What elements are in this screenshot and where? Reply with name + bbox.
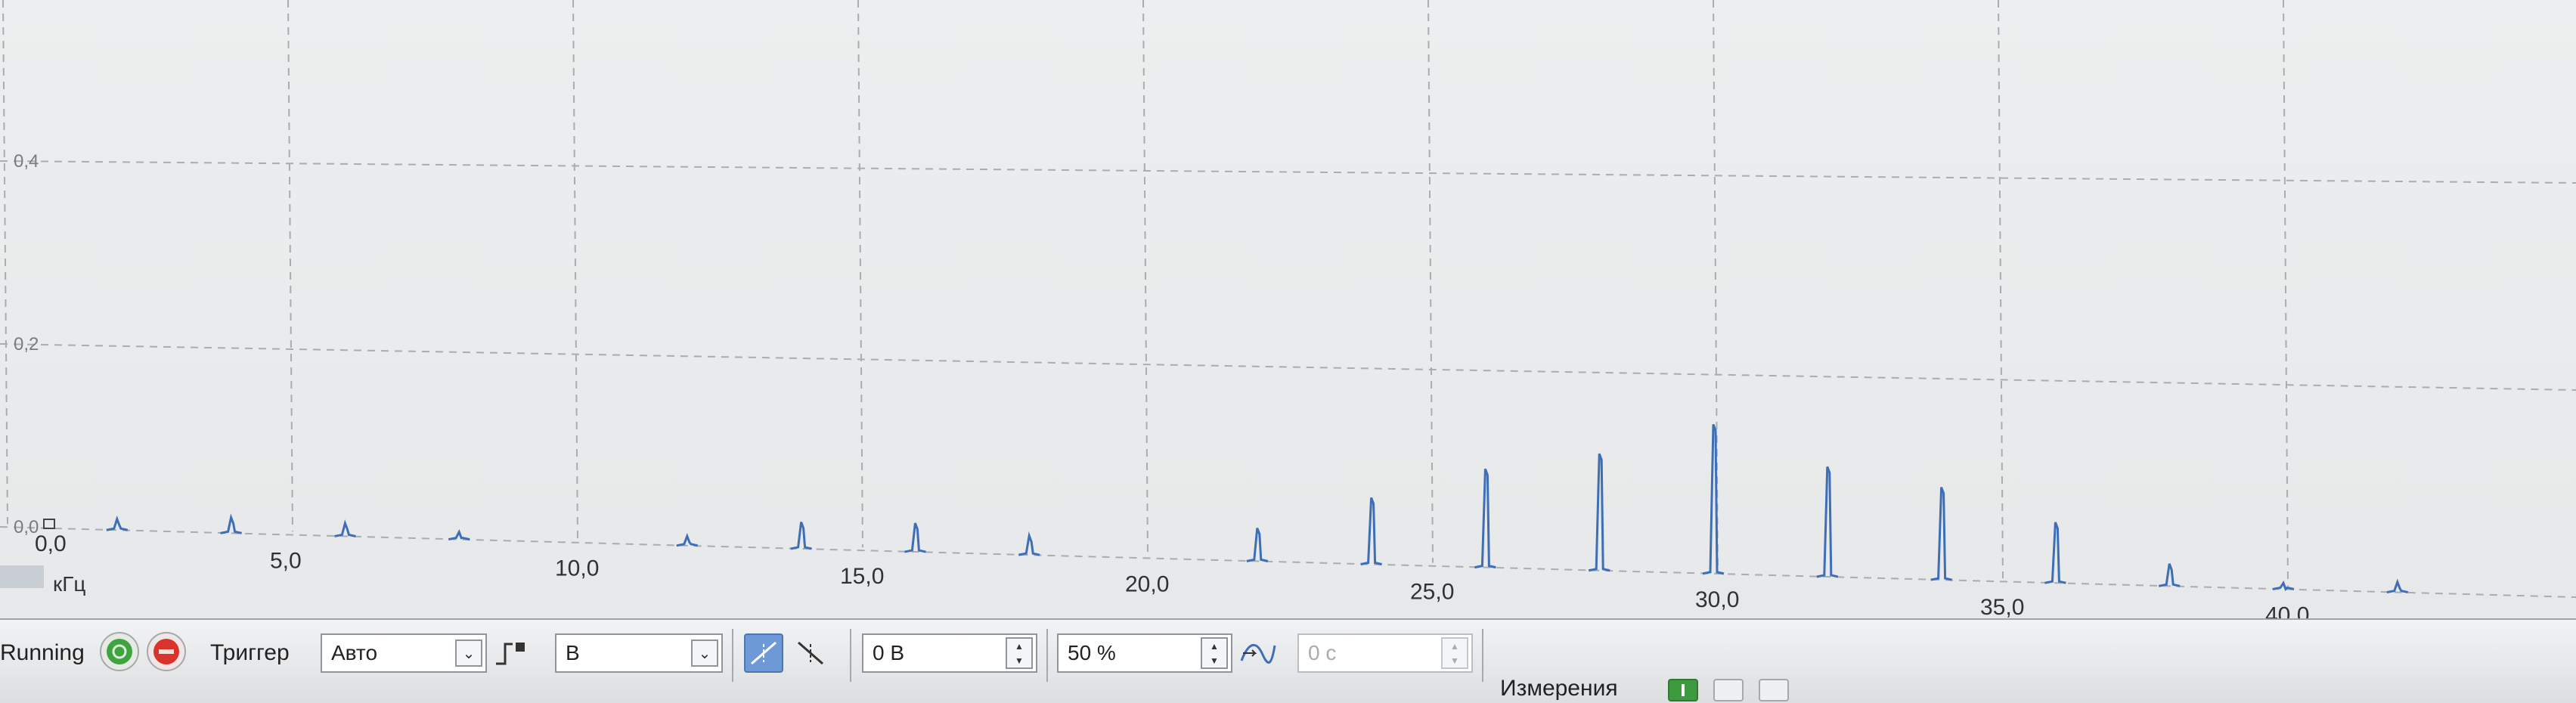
delay-spinner[interactable]: ▲ ▼ [1441, 637, 1468, 669]
x-tick-label: 30,0 [1695, 587, 1739, 612]
grid-line-vertical [287, 0, 293, 532]
spectrum-peak [1588, 453, 1610, 572]
y-tick-label: 0,0 [14, 517, 39, 537]
bottom-toolbar: Running Триггер Авто ⌄ В ⌄ [0, 618, 2576, 703]
spectrum-peak [1018, 531, 1040, 556]
spin-up-icon[interactable]: ▲ [1210, 640, 1219, 652]
run-button[interactable] [100, 632, 139, 671]
spin-down-icon[interactable]: ▼ [1210, 655, 1219, 666]
grid-line-horizontal [0, 526, 2576, 598]
spin-up-icon[interactable]: ▲ [1450, 640, 1459, 652]
x-tick-label: 20,0 [1125, 571, 1169, 596]
spectrum-peak [1816, 466, 1839, 578]
spectrum-peak [220, 513, 242, 534]
delete-measurement-button[interactable] [1759, 679, 1789, 701]
spin-down-icon[interactable]: ▼ [1015, 655, 1024, 666]
edit-measurement-button[interactable] [1713, 679, 1744, 701]
channel-color-marker [0, 565, 44, 588]
chevron-down-icon[interactable]: ⌄ [455, 640, 482, 667]
spectrum-peak [1474, 468, 1496, 569]
spectrum-peak [2158, 563, 2181, 587]
falling-edge-toggle[interactable] [791, 633, 830, 673]
stop-button[interactable] [147, 632, 186, 671]
toolbar-divider [1482, 629, 1483, 682]
spectrum-trace [106, 423, 2409, 594]
x-tick-label: 25,0 [1410, 580, 1454, 605]
delay-input[interactable]: 0 с ▲ ▼ [1297, 633, 1473, 673]
spectrum-peak [2044, 522, 2066, 584]
spectrum-peak [904, 522, 926, 553]
spectrum-peak [2386, 578, 2409, 594]
falling-edge-icon [798, 641, 823, 665]
spin-down-icon[interactable]: ▼ [1450, 655, 1459, 666]
trigger-mode-select[interactable]: Авто ⌄ [321, 633, 487, 673]
toolbar-divider [1046, 629, 1048, 682]
grid-line-vertical [1998, 0, 2004, 579]
measurements-label: Измерения [1500, 676, 1618, 701]
run-status-label: Running [0, 640, 85, 665]
grid-lines [0, 0, 2576, 598]
toolbar-divider [732, 629, 733, 682]
run-icon [107, 639, 132, 664]
delay-value: 0 с [1308, 641, 1337, 664]
add-measurement-button[interactable] [1668, 679, 1698, 701]
add-measurement-icon [1682, 684, 1685, 696]
spectrum-plot-area: 0,0 0,2 0,4 0,0 5,0 10,0 15,0 20,0 25,0 30,0 35,0… [0, 0, 2576, 650]
x-tick-label: 10,0 [555, 556, 599, 581]
grid-line-horizontal [0, 160, 2576, 184]
trigger-type-button[interactable] [491, 633, 531, 673]
spin-up-icon[interactable]: ▲ [1015, 640, 1024, 652]
y-tick-label: 0,2 [14, 334, 39, 355]
x-axis-ticks: 0,05,0 10,0 15,0 20,0 25,0 30,0 35,0 40,0 [35, 531, 2309, 627]
stop-icon [153, 639, 179, 664]
threshold-spinner[interactable]: ▲ ▼ [1006, 637, 1033, 669]
y-tick-label: 0,4 [14, 151, 39, 172]
grid-line-vertical [1427, 0, 1434, 563]
spectrum-peak [106, 516, 129, 531]
origin-marker-icon [43, 519, 55, 529]
chevron-down-icon[interactable]: ⌄ [691, 640, 718, 667]
grid-line-horizontal [0, 343, 2576, 391]
pretrigger-input[interactable]: 50 % ▲ ▼ [1057, 633, 1232, 673]
trigger-edge-icon [496, 643, 525, 665]
y-axis-ticks: 0,0 0,2 0,4 [14, 151, 55, 537]
spectrum-peak [1930, 487, 1952, 581]
grid-line-vertical [1142, 0, 1149, 556]
pretrigger-value: 50 % [1068, 641, 1116, 664]
x-axis-unit-label: кГц [53, 572, 85, 596]
trigger-label: Триггер [210, 640, 290, 665]
threshold-input[interactable]: 0 В ▲ ▼ [862, 633, 1037, 673]
grid-line-vertical [2, 0, 8, 525]
spectrum-chart: 0,0 0,2 0,4 0,0 5,0 10,0 15,0 20,0 25,0 30,0 35,0… [0, 0, 2576, 627]
spectrum-peak [1702, 423, 1725, 575]
trigger-channel-value: В [566, 641, 580, 664]
threshold-value: 0 В [873, 641, 905, 664]
grid-line-vertical [857, 0, 863, 547]
trigger-mode-value: Авто [331, 641, 378, 664]
toolbar-divider [850, 629, 851, 682]
spectrum-peak [334, 519, 356, 537]
spectrum-peak [676, 533, 699, 547]
rising-edge-toggle[interactable] [744, 633, 783, 673]
x-tick-label: 35,0 [1980, 595, 2024, 620]
trigger-channel-select[interactable]: В ⌄ [555, 633, 723, 673]
grid-line-vertical [572, 0, 578, 540]
x-tick-label: 15,0 [840, 564, 884, 589]
pretrigger-spinner[interactable]: ▲ ▼ [1201, 637, 1228, 669]
spectrum-peak [1360, 497, 1382, 565]
delay-mode-button[interactable] [1238, 633, 1278, 673]
grid-line-vertical [2283, 0, 2289, 587]
spectrum-peak [448, 528, 470, 541]
rising-edge-icon [751, 641, 777, 665]
delay-trigger-icon [1240, 644, 1276, 664]
spectrum-peak [1246, 528, 1269, 562]
x-tick-label: 0,0 [35, 531, 67, 556]
spectrum-peak [2272, 581, 2295, 591]
spectrum-peak [790, 522, 812, 550]
x-tick-label: 5,0 [270, 548, 302, 573]
